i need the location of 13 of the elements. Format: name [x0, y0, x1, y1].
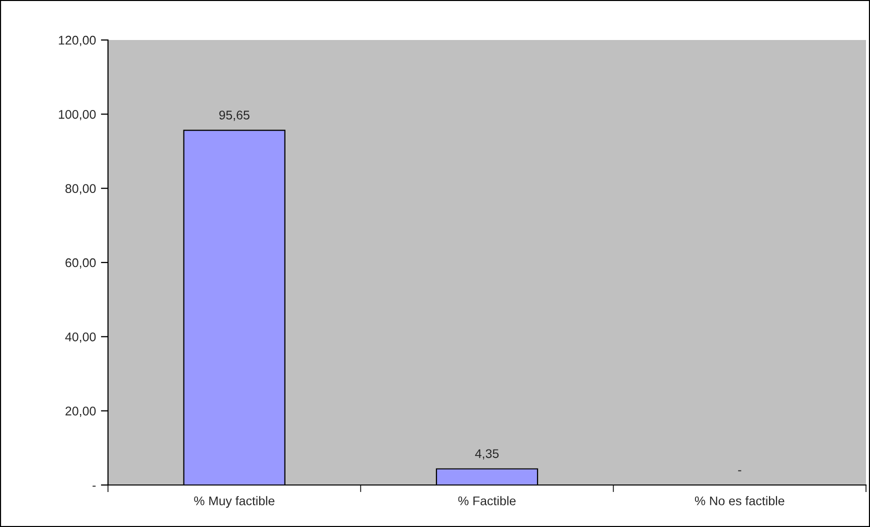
x-tick-label: % Muy factible: [194, 496, 274, 508]
y-tick-label: 100,00: [58, 110, 96, 120]
y-tick-label: 40,00: [65, 332, 96, 343]
y-tick-label: 20,00: [66, 406, 96, 417]
y-tick-label: 60,00: [66, 258, 96, 269]
data-label: 95,65: [219, 110, 250, 121]
x-tick-label: % No es factible: [694, 496, 784, 506]
data-label: 4,35: [475, 449, 499, 460]
data-label: -: [738, 470, 742, 472]
y-tick-label: 80,00: [65, 184, 96, 194]
y-tick-label: -: [92, 486, 96, 487]
x-tick-label: % Factible: [458, 496, 516, 506]
y-tick-label: 120,00: [58, 36, 96, 46]
